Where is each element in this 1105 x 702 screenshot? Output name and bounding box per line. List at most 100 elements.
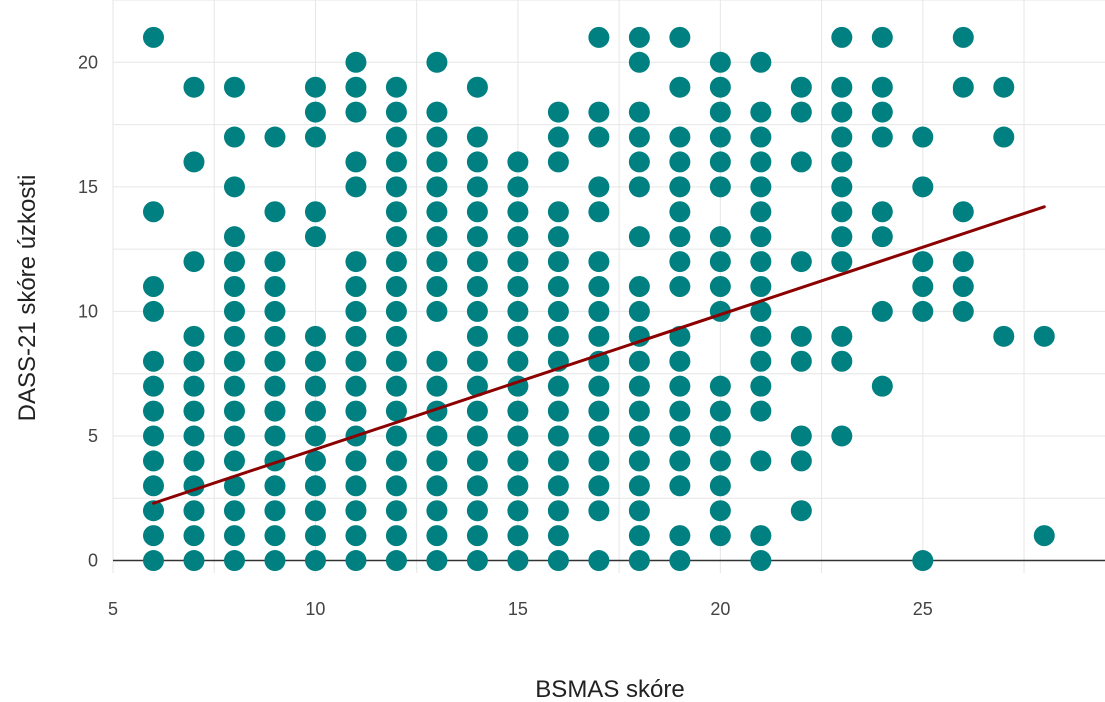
data-point (709, 525, 731, 547)
data-point (183, 325, 205, 347)
data-point (669, 350, 691, 372)
data-point (750, 151, 772, 173)
data-point (547, 251, 569, 273)
data-point (507, 226, 529, 248)
data-point (790, 425, 812, 447)
data-point (547, 201, 569, 223)
data-point (345, 375, 367, 397)
data-point (831, 226, 853, 248)
data-point (871, 300, 893, 322)
trend-line (151, 205, 1046, 505)
data-point (750, 226, 772, 248)
data-point (264, 350, 286, 372)
data-point (588, 500, 610, 522)
data-point (466, 525, 488, 547)
data-point (669, 525, 691, 547)
data-point (669, 251, 691, 273)
data-point (142, 300, 164, 322)
data-point (183, 76, 205, 98)
data-point (507, 400, 529, 422)
data-point (750, 300, 772, 322)
data-point (669, 226, 691, 248)
data-point (871, 226, 893, 248)
data-point (871, 76, 893, 98)
data-point (912, 550, 934, 572)
data-point (628, 276, 650, 297)
data-point (466, 151, 488, 173)
data-point (628, 375, 650, 397)
data-point (547, 475, 569, 497)
data-point (345, 525, 367, 547)
data-point (912, 276, 934, 297)
data-point (345, 51, 367, 73)
data-point (669, 375, 691, 397)
data-point (142, 26, 164, 48)
data-point (669, 425, 691, 447)
data-point (304, 475, 326, 497)
data-point (466, 251, 488, 273)
data-point (750, 450, 772, 472)
data-point (952, 26, 974, 48)
data-point (669, 126, 691, 148)
data-point (264, 550, 286, 572)
data-point (385, 226, 407, 248)
data-point (426, 226, 448, 248)
data-point (628, 475, 650, 497)
data-point (142, 201, 164, 223)
data-point (426, 51, 448, 73)
data-point (709, 51, 731, 73)
data-point (426, 201, 448, 223)
data-point (264, 300, 286, 322)
data-point (142, 450, 164, 472)
y-axis-title: DASS-21 skóre úzkosti (14, 175, 41, 422)
data-point (385, 176, 407, 198)
data-point (588, 201, 610, 223)
data-point (912, 251, 934, 273)
data-point (304, 450, 326, 472)
data-point (264, 276, 286, 297)
data-point (466, 76, 488, 98)
data-point (709, 151, 731, 173)
data-point (547, 375, 569, 397)
data-point (709, 251, 731, 273)
data-point (831, 201, 853, 223)
data-point (912, 126, 934, 148)
data-point (223, 226, 245, 248)
data-point (385, 500, 407, 522)
data-point (1033, 325, 1055, 347)
data-point (507, 550, 529, 572)
data-point (304, 226, 326, 248)
data-point (304, 525, 326, 547)
data-point (709, 126, 731, 148)
data-point (142, 550, 164, 572)
data-point (223, 176, 245, 198)
data-point (345, 350, 367, 372)
data-point (831, 251, 853, 273)
data-point (507, 201, 529, 223)
data-point (628, 300, 650, 322)
data-point (426, 350, 448, 372)
y-tick-label: 10 (78, 301, 98, 321)
data-point (547, 500, 569, 522)
data-point (426, 151, 448, 173)
data-point (588, 26, 610, 48)
data-point (223, 76, 245, 98)
data-point (345, 276, 367, 297)
data-point (385, 151, 407, 173)
data-point (588, 400, 610, 422)
data-point (669, 475, 691, 497)
data-point (466, 450, 488, 472)
data-point (507, 276, 529, 297)
data-point (223, 475, 245, 497)
data-point (790, 325, 812, 347)
data-point (183, 251, 205, 273)
data-point (750, 350, 772, 372)
data-point (183, 525, 205, 547)
data-points (142, 26, 1055, 572)
data-point (547, 126, 569, 148)
data-point (871, 101, 893, 123)
data-point (790, 76, 812, 98)
y-tick-label: 5 (88, 426, 98, 446)
data-point (669, 450, 691, 472)
data-point (223, 126, 245, 148)
